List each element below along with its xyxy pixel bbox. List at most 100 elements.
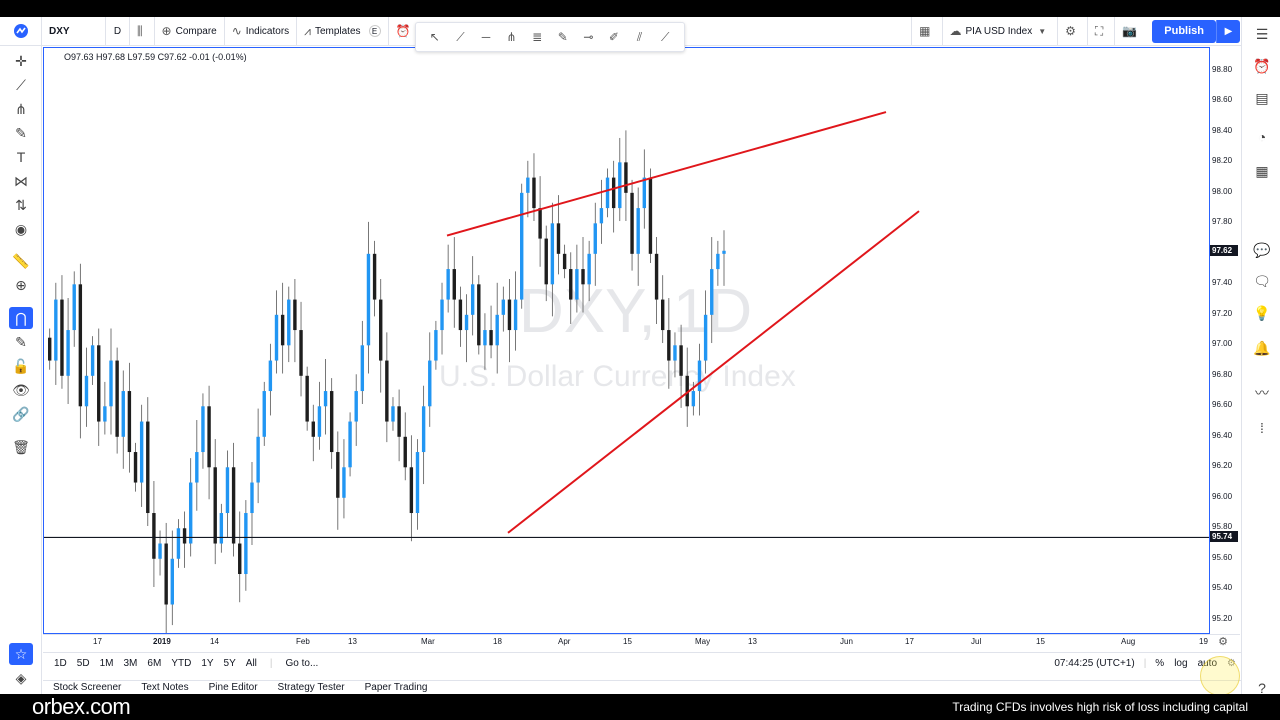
range-6m[interactable]: 6M (147, 658, 162, 669)
templates-button[interactable]: ⩘ Templates E (297, 16, 389, 46)
indicators-icon: ∿ (231, 24, 242, 38)
ray-icon[interactable]: ⊸ (583, 30, 594, 44)
left-drawing-toolbar: ✛ ⟋ ⋔ ✎ T ⋈ ⇅ ◉ 📏 ⊕ ⋂ ✎ 🔓 👁 🔗 🗑 ☆ ◈ (0, 46, 42, 694)
prediction-tool-icon[interactable]: ⇅ (15, 197, 27, 213)
candle-up (103, 406, 107, 422)
ideas-icon[interactable]: 💡 (1253, 305, 1271, 321)
candle-up (250, 482, 254, 514)
risk-warning: Trading CFDs involves high risk of loss … (952, 700, 1248, 714)
price-axis-label: 98.60 (1212, 95, 1233, 105)
trendline-tool-icon[interactable]: ⟋ (16, 77, 26, 93)
panel-tab-paper-trading[interactable]: Paper Trading (364, 682, 428, 693)
candle-up (593, 223, 597, 254)
log-toggle[interactable]: log (1174, 658, 1188, 669)
panel-tab-text-notes[interactable]: Text Notes (141, 682, 189, 693)
time-axis[interactable]: ⚙ 17 2019 14 Feb 13 Mar 18 Apr 15 May 13 Jun 17 Jul 15… (43, 634, 1240, 650)
candle-down (403, 436, 407, 468)
brush-icon[interactable]: ✎ (557, 30, 568, 44)
compare-button[interactable]: ⊕ Compare (155, 16, 225, 46)
extended-line-icon[interactable]: ⟋ (660, 29, 670, 44)
horizontal-line-icon[interactable]: ─ (481, 30, 491, 44)
data-window-icon[interactable]: ▤ (1255, 90, 1269, 106)
crosshair-icon[interactable]: ✛ (15, 53, 27, 69)
trash-icon[interactable]: 🗑 (12, 439, 30, 455)
range-3m[interactable]: 3M (123, 658, 138, 669)
chart-style-button[interactable]: ⫼ (130, 16, 155, 46)
goto-button[interactable]: Go to... (285, 658, 319, 669)
stay-drawing-icon[interactable]: ✎ (15, 334, 27, 350)
snapshot-button[interactable]: 📷 (1115, 17, 1148, 46)
price-axis-label: 96.40 (1212, 430, 1233, 440)
templates-icon: ⩘ (304, 23, 311, 38)
text-tool-icon[interactable]: T (16, 149, 26, 165)
pitchfork-tool-icon[interactable]: ⋔ (15, 101, 27, 117)
link-icon[interactable]: 🔗 (12, 406, 30, 422)
candles-icon: ⫼ (137, 23, 143, 38)
panel-tab-stock-screener[interactable]: Stock Screener (53, 682, 122, 693)
notifications-icon[interactable]: 🔔 (1253, 340, 1271, 356)
candle-down (458, 299, 463, 331)
more-dots-icon[interactable]: ⁞ (1260, 420, 1264, 436)
clock[interactable]: 07:44:25 (UTC+1) (1054, 658, 1135, 669)
layers-icon[interactable]: ◈ (15, 670, 27, 686)
pen-icon[interactable]: ✐ (608, 30, 619, 44)
trendline-icon[interactable]: ⟋ (456, 29, 465, 44)
app-logo[interactable] (0, 16, 42, 46)
indicators-button[interactable]: ∿ Indicators (225, 16, 298, 46)
alert-button[interactable]: ⏰ (389, 17, 422, 46)
range-1m[interactable]: 1M (99, 658, 114, 669)
layout-name-button[interactable]: ☁ PIA USD Index ▼ (943, 16, 1059, 46)
range-5d[interactable]: 5D (76, 658, 90, 669)
hotlist-icon[interactable]: ◔ (1257, 129, 1267, 145)
lock-icon[interactable]: 🔓 (12, 358, 30, 374)
range-5y[interactable]: 5Y (223, 658, 236, 669)
candle-down (538, 208, 542, 239)
candle-up (287, 299, 291, 346)
range-all[interactable]: All (245, 658, 257, 669)
chart-pane[interactable]: O97.63 H97.68 L97.59 C97.62 -0.01 (-0.01… (43, 47, 1210, 634)
candle-down (152, 513, 156, 559)
video-footer: orbex.com Trading CFDs involves high ris… (0, 694, 1280, 720)
panel-tab-pine-editor[interactable]: Pine Editor (208, 682, 258, 693)
pattern-tool-icon[interactable]: ⋈ (14, 173, 28, 189)
range-1d[interactable]: 1D (54, 658, 67, 669)
cloud-icon: ☁ (949, 24, 962, 38)
ruler-icon[interactable]: 📏 (12, 253, 30, 269)
help-icon[interactable]: ? (1258, 680, 1266, 696)
icon-tool-icon[interactable]: ◉ (14, 221, 28, 237)
streams-icon[interactable]: 〰 (1255, 385, 1269, 401)
parallel-channel-icon[interactable]: ⫽ (636, 29, 643, 44)
chat-icon[interactable]: 💬 (1253, 242, 1271, 258)
calendar-icon[interactable]: ▦ (1255, 163, 1269, 179)
chats-icon[interactable]: 🗨 (1253, 273, 1271, 289)
candle-down (569, 269, 573, 300)
candlestick-chart[interactable] (44, 48, 1210, 634)
candle-up (84, 375, 89, 407)
zoom-in-icon[interactable]: ⊕ (15, 277, 27, 293)
candle-up (703, 314, 708, 361)
range-ytd[interactable]: YTD (171, 658, 192, 669)
alerts-icon[interactable]: ⏰ (1253, 58, 1271, 74)
publish-button[interactable]: Publish (1152, 19, 1216, 43)
favorites-star-icon[interactable]: ☆ (9, 643, 33, 665)
price-axis[interactable]: 98.80 98.60 98.40 98.20 98.00 97.80 97.40 97.20… (1210, 47, 1240, 634)
fullscreen-button[interactable]: ⛶ (1088, 16, 1116, 46)
publish-play-button[interactable]: ▶ (1216, 19, 1240, 43)
fib-icon[interactable]: ≣ (532, 30, 543, 44)
percent-toggle[interactable]: % (1155, 658, 1165, 669)
brush-tool-icon[interactable]: ✎ (15, 125, 27, 141)
range-1y[interactable]: 1Y (201, 658, 214, 669)
magnet-icon[interactable]: ⋂ (9, 307, 33, 329)
pitchfork-icon[interactable]: ⋔ (506, 30, 517, 44)
eye-icon[interactable]: 👁 (12, 382, 30, 398)
layout-grid-button[interactable]: ▦ (911, 16, 943, 46)
interval-button[interactable]: D (106, 16, 130, 46)
candle-down (207, 406, 211, 468)
candle-up (526, 177, 530, 193)
settings-button[interactable]: ⚙ (1058, 16, 1088, 46)
cursor-icon[interactable]: ↖ (429, 30, 440, 44)
axis-settings-icon[interactable]: ⚙ (1218, 636, 1228, 648)
symbol-search-button[interactable]: DXY (42, 16, 106, 46)
watchlist-icon[interactable]: ☰ (1255, 26, 1269, 42)
panel-tab-strategy-tester[interactable]: Strategy Tester (277, 682, 345, 693)
